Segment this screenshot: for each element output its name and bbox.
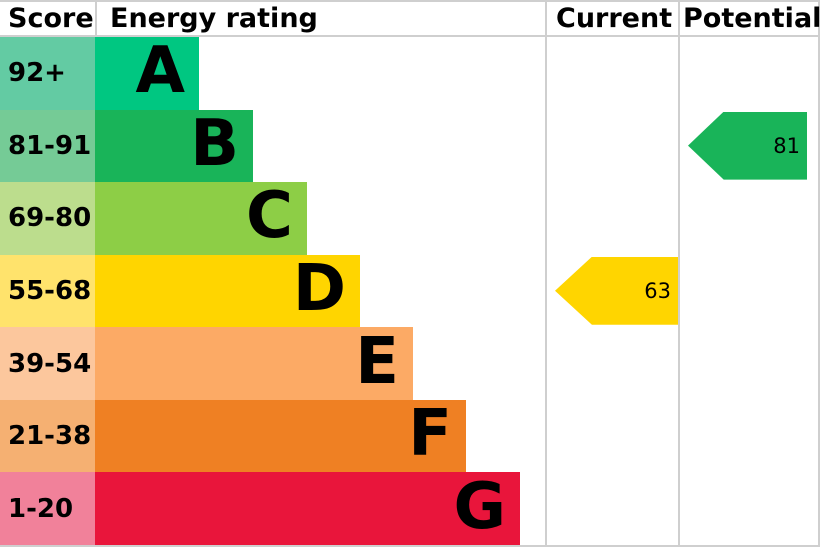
band-score-range: 81-91 xyxy=(0,109,95,183)
band-row-a: 92+ A xyxy=(0,37,547,110)
band-letter: A xyxy=(135,34,185,109)
band-bar: E xyxy=(95,327,413,400)
band-row-f: 21-38 F xyxy=(0,397,547,473)
potential-rating-value: 81 xyxy=(773,133,800,158)
band-row-g: 1-20 G xyxy=(0,469,547,546)
band-row-b: 81-91 B xyxy=(0,106,547,183)
band-score-range: 92+ xyxy=(0,37,95,110)
band-letter: F xyxy=(408,397,452,472)
band-score-range: 1-20 xyxy=(0,472,95,546)
band-letter: G xyxy=(453,469,506,544)
border-top xyxy=(0,0,820,2)
band-letter: D xyxy=(292,252,346,327)
potential-column-divider xyxy=(678,0,680,547)
band-letter: E xyxy=(355,324,399,399)
potential-rating-arrow: 81 xyxy=(688,111,807,180)
band-letter: B xyxy=(190,106,239,181)
energy-rating-column-header: Energy rating xyxy=(110,3,318,34)
band-bar: B xyxy=(95,106,253,183)
header-divider xyxy=(0,35,820,37)
current-rating-arrow: 63 xyxy=(555,256,678,325)
band-score-range: 69-80 xyxy=(0,182,95,255)
band-bar: D xyxy=(95,252,360,328)
band-bar: F xyxy=(95,397,466,473)
band-bar: G xyxy=(95,469,520,546)
border-bottom xyxy=(0,545,820,547)
current-column-header: Current xyxy=(556,3,673,34)
border-right xyxy=(818,0,820,547)
rating-bands: 92+ A 81-91 B 69-80 C 55-68 D 39-54 E 21-38 F 1-20 G xyxy=(0,37,547,546)
band-row-e: 39-54 E xyxy=(0,327,547,400)
score-column-header: Score xyxy=(8,3,94,34)
band-letter: C xyxy=(246,179,293,254)
current-column-divider xyxy=(545,0,547,547)
band-bar: A xyxy=(95,37,199,110)
score-column-divider xyxy=(95,0,97,35)
band-bar: C xyxy=(95,182,307,255)
band-score-range: 55-68 xyxy=(0,254,95,328)
potential-column-header: Potential xyxy=(683,3,820,34)
current-rating-value: 63 xyxy=(644,278,671,303)
band-row-d: 55-68 D xyxy=(0,252,547,328)
band-score-range: 21-38 xyxy=(0,399,95,473)
band-row-c: 69-80 C xyxy=(0,182,547,255)
band-score-range: 39-54 xyxy=(0,327,95,400)
